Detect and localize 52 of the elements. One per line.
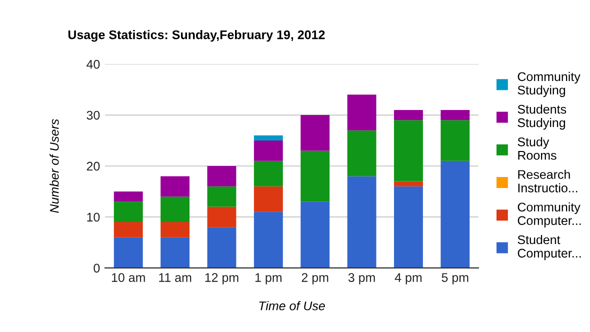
bar <box>254 140 283 161</box>
x-tick-label: 12 pm <box>205 273 238 284</box>
x-tick-label: 1 pm <box>255 273 282 284</box>
x-tick-label: 10 am <box>112 273 145 282</box>
bar <box>207 206 236 228</box>
legend-label: Community Computer... <box>518 202 581 228</box>
bar <box>160 237 190 268</box>
legend-label: Student Computer... <box>518 234 581 260</box>
y-tick-label: 40 <box>86 60 100 69</box>
bar <box>160 196 190 222</box>
y-axis-title: Number of Users <box>50 119 59 213</box>
y-tick-label: 20 <box>86 162 100 171</box>
bar <box>207 186 236 207</box>
bar <box>160 222 190 238</box>
bar <box>114 237 143 268</box>
x-tick-label: 5 pm <box>442 273 468 284</box>
bar <box>300 202 330 268</box>
y-tick-label: 10 <box>87 212 100 222</box>
legend-label: Study Rooms <box>518 137 556 160</box>
x-axis-title: Time of Use <box>259 301 325 310</box>
x-tick-label: 2 pm <box>302 273 328 284</box>
bar <box>440 160 470 268</box>
chart-title: Usage Statistics: Sunday,February 19, 2012 <box>68 30 325 42</box>
x-tick-label: 3 pm <box>348 273 375 284</box>
bar <box>254 212 283 268</box>
y-tick-label: 30 <box>86 110 100 120</box>
bar <box>394 186 423 268</box>
bar <box>254 186 283 212</box>
y-tick-label: 0 <box>94 264 100 273</box>
legend-label: Community Studying <box>518 72 580 98</box>
bar <box>300 150 330 202</box>
legend-label: Research Instructio... <box>518 170 578 192</box>
bar <box>114 202 143 222</box>
bar <box>114 222 143 238</box>
bar <box>300 115 330 151</box>
bar <box>254 160 283 186</box>
bar <box>160 176 190 197</box>
bar <box>347 176 376 268</box>
bar <box>347 94 376 130</box>
bar <box>394 120 423 182</box>
x-tick-label: 11 am <box>159 273 192 282</box>
bar <box>207 227 236 268</box>
x-tick-label: 4 pm <box>394 273 422 284</box>
bar <box>394 181 423 186</box>
bar <box>114 191 143 202</box>
bar <box>440 110 470 120</box>
bar <box>254 135 283 141</box>
legend-label: Students Studying <box>518 104 566 130</box>
bar <box>394 110 423 120</box>
bar <box>207 166 236 186</box>
bar <box>440 120 470 161</box>
bar <box>347 130 376 176</box>
